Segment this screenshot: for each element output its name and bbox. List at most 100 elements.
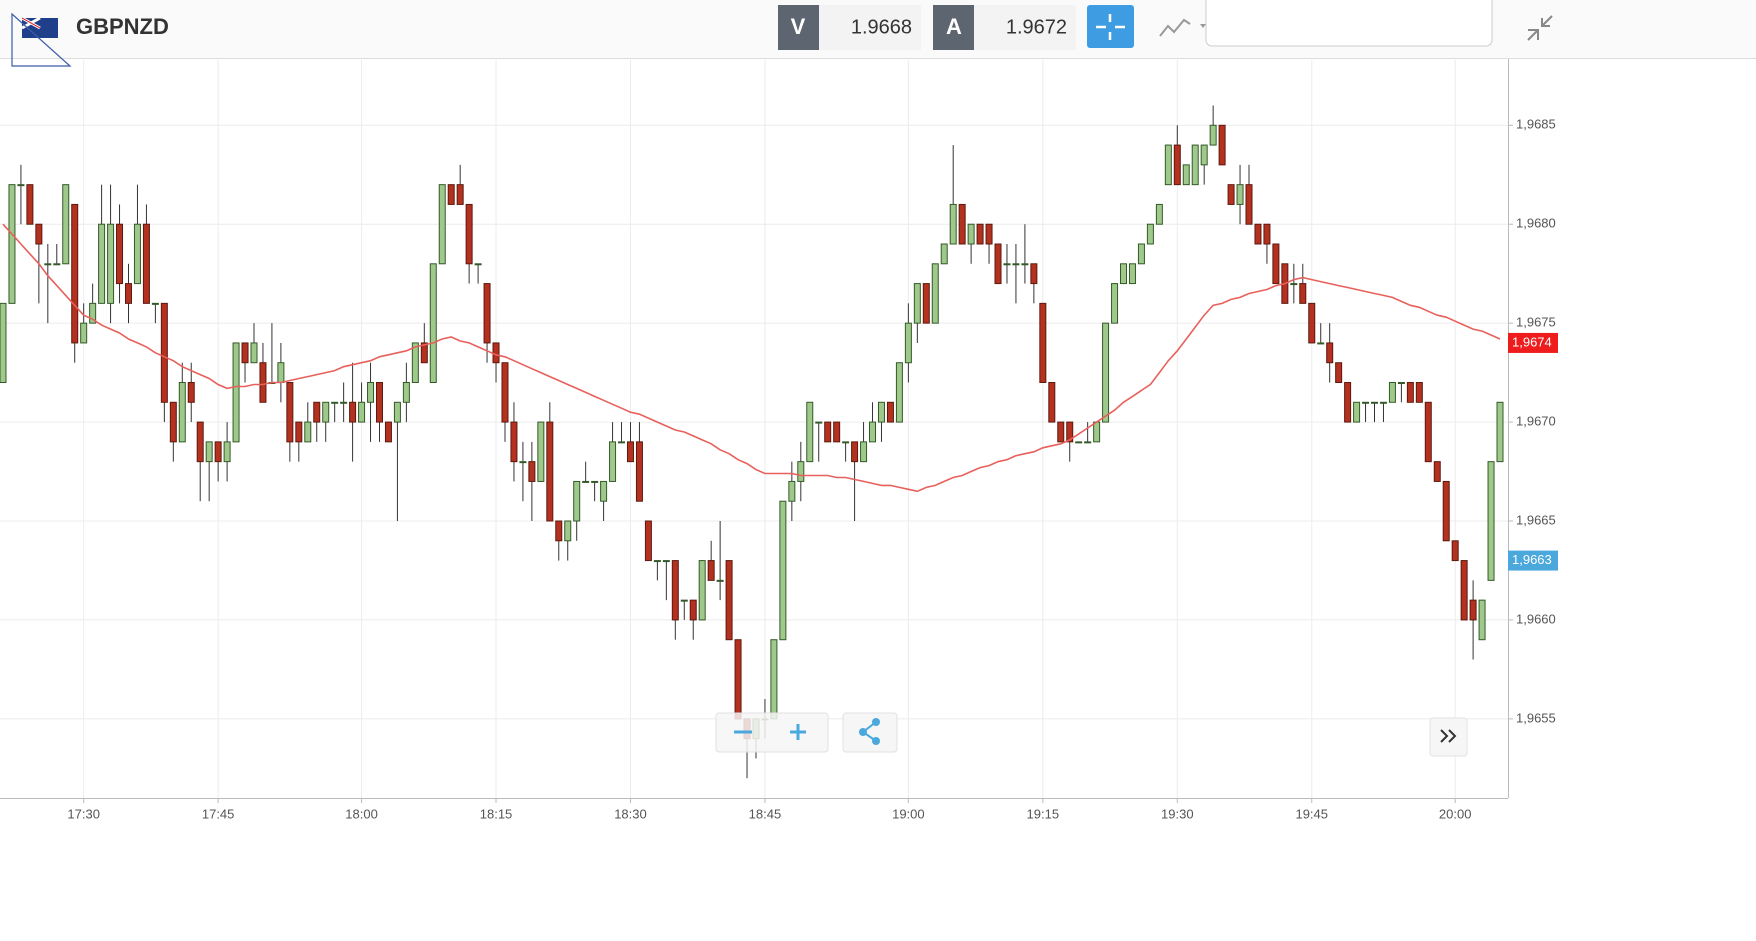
candle-body: [358, 401, 366, 423]
zoom-in-button[interactable]: [790, 724, 806, 740]
chart-type-button[interactable]: [1159, 18, 1206, 37]
candle-body: [151, 302, 159, 305]
candle-body: [833, 421, 841, 443]
candle-body: [1371, 401, 1379, 404]
candle-body: [1442, 480, 1450, 542]
x-tick-label: 19:45: [1295, 806, 1328, 821]
candle-body: [1102, 322, 1110, 423]
candle-body: [1487, 461, 1495, 581]
sell-price-box: [819, 5, 921, 50]
candle-body: [573, 480, 581, 522]
candle-body: [1344, 382, 1352, 423]
candle-body: [1424, 401, 1432, 463]
candle-body: [71, 203, 79, 344]
candle-body: [313, 401, 321, 423]
candle-body: [698, 560, 706, 621]
candle-body: [537, 421, 545, 482]
candle-body: [528, 461, 536, 482]
candle-body: [824, 421, 832, 443]
candle-body: [967, 223, 975, 245]
candle-body: [1021, 263, 1029, 266]
y-tick-label: 1,9685: [1516, 117, 1556, 132]
candle-body: [1353, 401, 1361, 423]
x-tick-label: 19:00: [892, 806, 925, 821]
candle-body: [35, 223, 43, 245]
candle-body: [806, 401, 814, 463]
zoom-box: [715, 712, 829, 753]
candle-body: [393, 401, 401, 423]
candle-body: [196, 421, 204, 463]
x-tick-label: 18:00: [345, 806, 378, 821]
symbol: GBPNZD: [76, 14, 169, 39]
candle-body: [1155, 203, 1163, 225]
y-tick-label: 1,9675: [1516, 315, 1556, 330]
sell-label: V: [791, 14, 806, 39]
candle-body: [107, 223, 115, 304]
share-button[interactable]: [842, 712, 898, 753]
candle-body: [1263, 223, 1271, 245]
candle-body: [98, 223, 106, 304]
candle-body: [160, 302, 168, 403]
candle-body: [779, 500, 787, 641]
candle-body: [680, 599, 688, 602]
candle-body: [1209, 124, 1217, 146]
candle-body: [877, 401, 885, 423]
candle-body: [1128, 263, 1136, 285]
candle-body: [178, 382, 186, 443]
candle-body: [277, 362, 285, 384]
candle-body: [985, 223, 993, 245]
candle-body: [1111, 283, 1119, 324]
y-tick-label: 1,9655: [1516, 710, 1556, 725]
scroll-right-button[interactable]: [1429, 717, 1468, 757]
candle-body: [895, 362, 903, 423]
candle-body: [62, 184, 70, 265]
candle-body: [913, 283, 921, 324]
candle-body: [44, 263, 52, 266]
price-marker-label: 1,9674: [1512, 334, 1552, 349]
candle-body: [402, 382, 410, 403]
y-tick-label: 1,9660: [1516, 611, 1556, 626]
moving-average-line: [2, 223, 1501, 493]
candle-body: [331, 401, 339, 404]
buy-price: 1.9672: [1006, 16, 1067, 38]
crosshair-button[interactable]: [1087, 5, 1134, 48]
candle-body: [1317, 342, 1325, 345]
candle-body: [1173, 144, 1181, 186]
candle-body: [492, 342, 500, 364]
sell-price: 1.9668: [851, 16, 912, 38]
candle-body: [501, 362, 509, 423]
candle-body: [214, 441, 222, 463]
candle-body: [1182, 164, 1190, 186]
candle-body: [1030, 263, 1038, 285]
buy-button[interactable]: [933, 5, 974, 50]
candle-body: [116, 223, 124, 285]
sell-button[interactable]: [778, 5, 819, 50]
candle-body: [869, 421, 877, 443]
collapse-button[interactable]: [1527, 15, 1553, 41]
dropdown-panel[interactable]: [1205, 0, 1493, 47]
x-tick-label: 18:45: [749, 806, 782, 821]
candle-body: [922, 283, 930, 324]
candle-body: [187, 382, 195, 403]
candle-body: [1397, 382, 1405, 385]
candle-body: [124, 283, 132, 304]
candle-body: [564, 520, 572, 542]
candle-body: [447, 184, 455, 205]
x-tick-label: 19:15: [1027, 806, 1060, 821]
candle-body: [609, 441, 617, 482]
candle-body: [8, 184, 16, 304]
candle-body: [1236, 184, 1244, 205]
candle-body: [26, 184, 34, 225]
candle-body: [600, 480, 608, 502]
candle-body: [133, 223, 141, 285]
x-tick-label: 18:15: [480, 806, 513, 821]
candle-body: [1075, 441, 1083, 444]
candle-body: [53, 263, 61, 266]
y-tick-label: 1,9665: [1516, 512, 1556, 527]
x-tick-label: 19:30: [1161, 806, 1194, 821]
flag-icon: [11, 12, 72, 67]
candle-body: [662, 560, 670, 563]
candle-body: [653, 560, 661, 563]
